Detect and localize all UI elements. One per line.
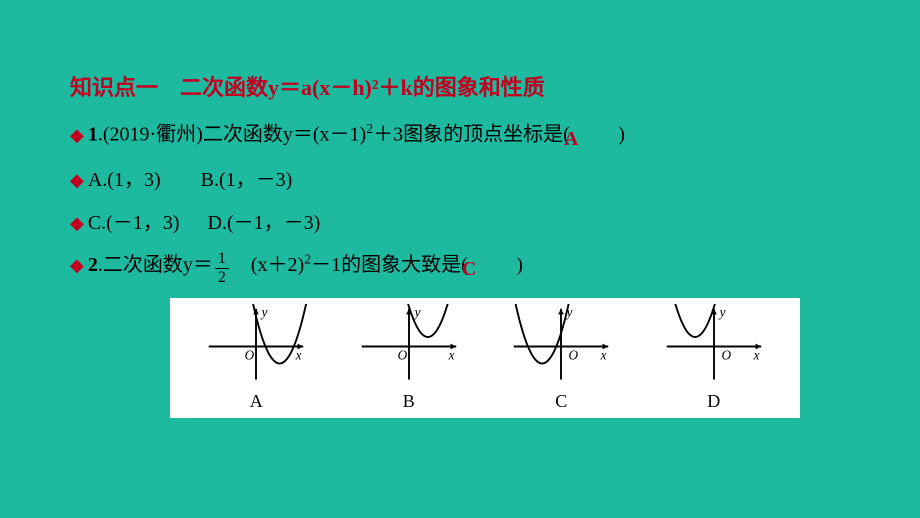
q1-source: (2019·衢州)	[103, 124, 203, 146]
graph-label: C	[555, 391, 567, 412]
svg-text:y: y	[717, 304, 725, 319]
svg-text:x: x	[600, 347, 607, 362]
q2-stem-p2: (x＋2)	[231, 254, 304, 276]
q2-stem-p4: )	[516, 254, 523, 276]
q2-stem-p3: －1的图象大致是(	[311, 254, 468, 276]
question-1: ◆1.(2019·衢州)二次函数y＝(x－1)2＋3图象的顶点坐标是(A )	[70, 120, 850, 149]
svg-text:O: O	[721, 347, 731, 362]
svg-text:y: y	[412, 304, 420, 319]
svg-text:O: O	[397, 347, 407, 362]
q1-options-cd: ◆C.(－1，3) D.(－1，－3)	[70, 206, 850, 235]
q1-stem-p1: 二次函数y＝(x－1)	[203, 124, 366, 146]
section-title: 知识点一 二次函数y＝a(x－h)²＋k的图象和性质	[70, 70, 850, 102]
q2-stem-p1: .二次函数y＝	[98, 254, 213, 276]
q1-optB: B.(1，－3)	[201, 169, 293, 191]
q1-optA: A.(1，3)	[88, 169, 161, 191]
graph-label: D	[707, 391, 720, 412]
fraction: 12	[215, 251, 229, 286]
frac-den: 2	[218, 269, 226, 286]
bullet-icon: ◆	[70, 213, 84, 233]
frac-num: 1	[215, 251, 229, 269]
q1-stem-p2: ＋3图象的顶点坐标是(	[373, 124, 570, 146]
graph-label: B	[403, 391, 415, 412]
bullet-icon: ◆	[70, 170, 84, 190]
q1-stem-p3: )	[618, 124, 625, 146]
q1-optD: D.(－1，－3)	[208, 212, 321, 234]
svg-text:O: O	[569, 347, 579, 362]
q1-optC: C.(－1，3)	[88, 212, 180, 234]
q2-answer: C	[462, 258, 476, 280]
graph-label: A	[250, 391, 263, 412]
bullet-icon: ◆	[70, 255, 84, 275]
svg-text:y: y	[565, 304, 573, 319]
graph-C: y x O C	[506, 304, 616, 412]
graph-B: y x O B	[354, 304, 464, 412]
q1-answer: A	[564, 128, 578, 150]
bullet-icon: ◆	[70, 125, 84, 145]
q1-number: 1	[88, 124, 98, 146]
q1-options-ab: ◆A.(1，3) B.(1，－3)	[70, 163, 850, 192]
svg-text:y: y	[260, 304, 268, 319]
graph-A: y x O A	[201, 304, 311, 412]
svg-text:x: x	[752, 347, 759, 362]
svg-text:x: x	[295, 347, 302, 362]
svg-text:x: x	[447, 347, 454, 362]
graphs-panel: y x O Ay x O By x O Cy x O D	[170, 298, 800, 418]
svg-text:O: O	[245, 347, 255, 362]
q2-number: 2	[88, 254, 98, 276]
graph-D: y x O D	[659, 304, 769, 412]
question-2: ◆2.二次函数y＝12 (x＋2)2－1的图象大致是(C )	[70, 249, 850, 284]
